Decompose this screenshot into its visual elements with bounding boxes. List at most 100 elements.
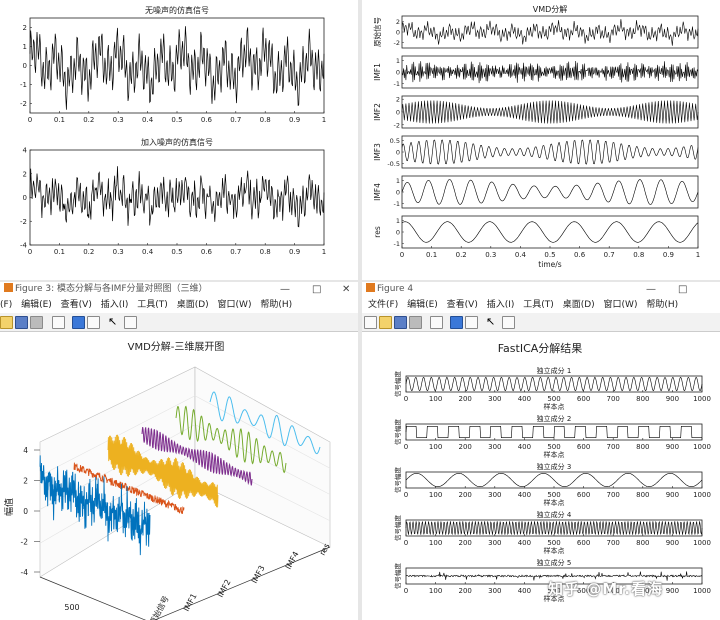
x-tick-label: 0.3 (485, 251, 496, 259)
menu-desktop[interactable]: 桌面(D) (562, 300, 595, 310)
y-tick (219, 591, 224, 596)
menu-insert[interactable]: 插入(I) (100, 300, 129, 310)
x-tick-label: 700 (607, 491, 620, 499)
matlab-icon (4, 283, 13, 292)
panel-label: IMF1 (373, 63, 382, 81)
chart-title: FastICA分解结果 (498, 341, 583, 355)
x-tick-label: 500 (64, 603, 79, 612)
colorbar-icon[interactable] (72, 316, 85, 329)
ic3-line (405, 473, 703, 487)
y-tick-label: -0.5 (387, 160, 400, 168)
x-tick-label: 600 (577, 491, 590, 499)
open-file-icon[interactable] (0, 316, 13, 329)
x-tick-label: 1 (696, 251, 700, 259)
menu-window[interactable]: 窗口(W) (603, 300, 638, 310)
legend-icon[interactable] (465, 316, 478, 329)
pointer-icon[interactable]: ↖ (486, 315, 496, 328)
menu-help[interactable]: 帮助(H) (646, 300, 679, 310)
y-tick (321, 549, 326, 554)
plot-frame (401, 215, 699, 249)
y-tick-label: 0 (23, 194, 27, 202)
imf2-line (401, 100, 699, 124)
menu-tools[interactable]: 工具(T) (523, 300, 554, 310)
menu-edit[interactable]: 编辑(E) (21, 300, 52, 310)
new-figure-icon[interactable] (364, 316, 377, 329)
save-icon[interactable] (15, 316, 28, 329)
z-tick-label: -2 (21, 538, 29, 547)
chart-title: VMD分解-三维展开图 (128, 340, 225, 353)
colorbar-icon[interactable] (450, 316, 463, 329)
y-axis-label: 信号幅度 (393, 515, 402, 542)
x-tick-label: 0.2 (83, 248, 94, 256)
x-tick-label: 700 (607, 443, 620, 451)
x-tick-label: 900 (666, 587, 679, 595)
x-tick-label: 1000 (693, 443, 711, 451)
menu-insert[interactable]: 插入(I) (486, 300, 515, 310)
x-tick-label: 500 (547, 443, 560, 451)
property-editor-icon[interactable] (124, 316, 137, 329)
x-tick-label: 0 (400, 251, 404, 259)
panel-title: 独立成分 5 (537, 558, 572, 567)
grid-line (194, 395, 331, 469)
y-tick-label: 0 (396, 229, 400, 237)
window-divider (0, 280, 720, 282)
legend-icon[interactable] (87, 316, 100, 329)
menu-file[interactable]: 文件(F) (368, 300, 399, 310)
x-tick-label: 100 (429, 491, 442, 499)
x-tick-label: 800 (636, 395, 649, 403)
x-axis-label: 样本点 (544, 450, 565, 459)
maximize-button[interactable]: □ (312, 284, 322, 295)
y-tick-label: 0 (396, 69, 400, 77)
property-editor-icon[interactable] (502, 316, 515, 329)
menu-view[interactable]: 查看(V) (446, 300, 478, 310)
menu-desktop[interactable]: 桌面(D) (176, 300, 209, 310)
imf1-3d-line (73, 462, 185, 514)
x-tick-label: 1 (322, 248, 326, 256)
open-file-icon[interactable] (379, 316, 392, 329)
figure3-toolbar: ↖ (0, 313, 358, 332)
y-tick-label: -2 (394, 121, 400, 129)
x-tick-label: 0.9 (663, 251, 674, 259)
x-tick-label: 100 (429, 443, 442, 451)
link-plot-icon[interactable] (52, 316, 65, 329)
menu-tools[interactable]: 工具(T) (137, 300, 168, 310)
pointer-icon[interactable]: ↖ (108, 315, 118, 328)
x-tick-label: 0 (404, 443, 408, 451)
close-button[interactable]: ✕ (342, 284, 351, 295)
signal-figure: 无噪声的仿真信号 0 0.1 0.2 0.3 0.4 0.5 0.6 0.7 0.8 0.9 1 2 1 0… (0, 0, 358, 280)
save-icon[interactable] (394, 316, 407, 329)
imf2-3d-line (107, 434, 219, 508)
x-tick-label: 0.2 (83, 116, 94, 124)
x-tick-label: 600 (577, 587, 590, 595)
menu-help[interactable]: 帮助(H) (260, 300, 293, 310)
res-line (401, 221, 699, 243)
minimize-button[interactable]: — (280, 284, 290, 295)
x-axis-label: 样本点 (544, 594, 565, 603)
x-tick-label: 900 (666, 443, 679, 451)
figure4-toolbar: ↖ (362, 313, 720, 332)
y-tick (253, 577, 258, 582)
vmd-figure: VMD分解 2 0 -2 原始信号 1 0 -1 IMF1 2 0 -2 IMF2 0.5 0 -0.5 IMF… (362, 0, 720, 280)
imf4-3d-line (175, 405, 287, 474)
print-icon[interactable] (409, 316, 422, 329)
x-tick-label: 400 (518, 587, 531, 595)
y-tick-label: -2 (394, 39, 400, 47)
y-axis-label: 信号幅度 (393, 419, 402, 446)
x-tick-label: 0.4 (515, 251, 527, 259)
y-tick-label: 1 (396, 217, 400, 225)
maximize-button[interactable]: □ (678, 284, 688, 295)
print-icon[interactable] (30, 316, 43, 329)
menu-edit[interactable]: 编辑(E) (407, 300, 438, 310)
menu-view[interactable]: 查看(V) (60, 300, 92, 310)
x-tick-label: 1000 (693, 539, 711, 547)
menu-file[interactable]: (F) (0, 300, 13, 310)
x-axis-label: 样本点 (544, 498, 565, 507)
menu-window[interactable]: 窗口(W) (217, 300, 252, 310)
orig-3d-line (39, 455, 151, 556)
x-tick-label: 500 (547, 395, 560, 403)
vmd-title: VMD分解 (533, 4, 568, 14)
minimize-button[interactable]: — (646, 284, 656, 295)
x-tick-label: 400 (518, 443, 531, 451)
link-plot-icon[interactable] (430, 316, 443, 329)
x-tick-label: 700 (607, 395, 620, 403)
